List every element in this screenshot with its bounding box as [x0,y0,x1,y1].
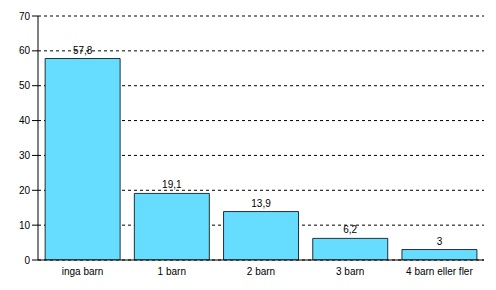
svg-text:30: 30 [19,150,31,161]
svg-text:57,8: 57,8 [73,45,93,56]
svg-text:20: 20 [19,185,31,196]
svg-text:13,9: 13,9 [251,198,271,209]
svg-text:4 barn eller fler: 4 barn eller fler [406,266,473,277]
svg-text:6,2: 6,2 [343,224,357,235]
svg-text:70: 70 [19,11,31,22]
svg-text:50: 50 [19,80,31,91]
svg-text:60: 60 [19,45,31,56]
svg-text:3: 3 [437,236,443,247]
svg-text:0: 0 [24,255,30,266]
svg-text:10: 10 [19,220,31,231]
svg-text:40: 40 [19,115,31,126]
svg-text:2 barn: 2 barn [247,266,275,277]
svg-text:19,1: 19,1 [162,179,182,190]
svg-text:1 barn: 1 barn [158,266,186,277]
svg-text:3 barn: 3 barn [336,266,364,277]
svg-text:inga barn: inga barn [62,266,104,277]
